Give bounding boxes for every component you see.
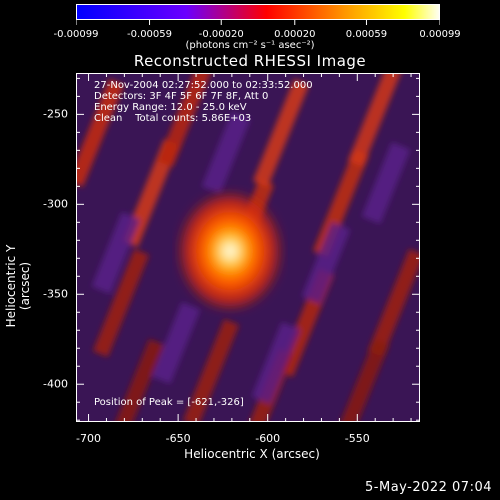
colorbar-tick-label: 0.00020: [274, 29, 316, 40]
y-tick-label: -350: [43, 287, 68, 301]
x-tick-label: -700: [76, 432, 102, 445]
info-line: Detectors: 3F 4F 5F 6F 7F 8F, Att 0: [94, 91, 269, 102]
colorbar-tick-label: -0.00020: [198, 29, 244, 40]
info-line: 27-Nov-2004 02:27:52.000 to 02:33:52.000: [94, 80, 313, 91]
info-line: Energy Range: 12.0 - 25.0 keV: [94, 102, 247, 113]
x-tick-label: -600: [255, 432, 281, 445]
chart-title: Reconstructed RHESSI Image: [133, 52, 367, 70]
x-axis-label: Heliocentric X (arcsec): [184, 447, 320, 461]
x-tick-label: -650: [165, 432, 191, 445]
x-tick-label: -550: [344, 432, 370, 445]
colorbar-tick-label: -0.00059: [127, 29, 173, 40]
negative-streak: [361, 142, 411, 224]
info-line: Clean Total counts: 5.86E+03: [94, 113, 252, 124]
emission-streak: [76, 79, 125, 187]
colorbar: [76, 4, 440, 20]
plot-frame: [76, 73, 420, 422]
heatmap-plot: [76, 73, 420, 422]
emission-streak: [182, 319, 240, 422]
source-intensity-contour: [224, 244, 237, 258]
negative-streak: [91, 212, 141, 294]
negative-streak: [151, 302, 201, 384]
colorbar-tick-label: 0.00099: [419, 29, 461, 40]
y-tick-label: -300: [43, 197, 68, 211]
emission-streak: [367, 249, 420, 357]
colorbar-tick-label: -0.00099: [53, 29, 99, 40]
emission-streak: [312, 149, 370, 257]
negative-streak: [251, 322, 301, 404]
emission-streak: [252, 79, 310, 187]
y-tick-label: -400: [43, 377, 68, 391]
colorbar-unit-label: (photons cm⁻² s⁻¹ asec⁻²): [185, 40, 315, 51]
negative-streak: [201, 112, 251, 194]
plot-timestamp: 5-May-2022 07:04: [365, 480, 492, 495]
y-tick-label: -250: [43, 107, 68, 121]
colorbar-tick-label: 0.00059: [345, 29, 388, 40]
negative-streak: [301, 222, 351, 304]
y-axis-label: Heliocentric Y (arcsec): [4, 244, 32, 328]
emission-streak: [157, 73, 215, 167]
emission-streak: [347, 73, 405, 167]
colorbar-tick-marks: [76, 20, 440, 25]
emission-streak: [92, 249, 150, 357]
emission-streak: [107, 339, 165, 422]
emission-streak: [332, 339, 390, 422]
peak-position-label: Position of Peak = [-621,-326]: [94, 397, 244, 408]
